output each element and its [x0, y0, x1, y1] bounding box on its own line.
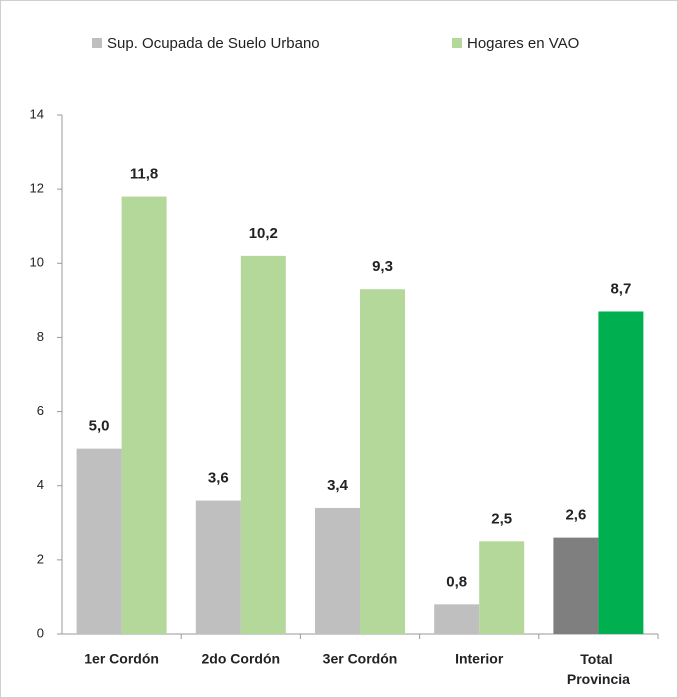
data-label: 3,6 [208, 470, 229, 487]
bar [315, 507, 360, 634]
x-tick-label: 2do Cordón [202, 651, 281, 667]
bar [195, 500, 241, 634]
y-tick-label: 12 [30, 181, 44, 196]
legend-label: Sup. Ocupada de Suelo Urbano [107, 35, 320, 52]
data-label: 11,8 [130, 166, 158, 183]
bar [240, 255, 286, 634]
x-tick-label: 1er Cordón [84, 651, 159, 667]
x-tick-label-line: Provincia [567, 671, 630, 687]
data-label: 3,4 [327, 477, 349, 494]
y-tick-label: 14 [30, 106, 44, 121]
legend-swatch [452, 38, 462, 48]
y-tick-label: 0 [37, 625, 44, 640]
x-tick-label: 3er Cordón [323, 651, 398, 667]
y-tick-label: 10 [30, 255, 44, 270]
data-label: 2,6 [565, 507, 586, 524]
bar [360, 289, 405, 634]
data-label: 5,0 [89, 418, 110, 435]
bar [553, 537, 599, 634]
data-label: 0,8 [446, 573, 467, 590]
bar [121, 196, 167, 635]
data-label: 2,5 [491, 510, 512, 527]
bar [76, 448, 122, 634]
bar [598, 311, 644, 634]
data-label: 10,2 [249, 225, 278, 242]
y-tick-label: 2 [37, 551, 44, 566]
y-tick-label: 8 [37, 329, 44, 344]
legend-label: Hogares en VAO [467, 35, 579, 52]
data-label: 8,7 [610, 280, 631, 297]
x-tick-label: Interior [455, 651, 504, 667]
y-tick-label: 6 [37, 403, 44, 418]
y-tick-label: 4 [37, 477, 44, 492]
bar [479, 541, 525, 634]
x-tick-label-line: Total [580, 651, 616, 667]
legend-swatch [92, 38, 102, 48]
data-label: 9,3 [372, 258, 393, 275]
x-tick-label: Total Provincia [567, 651, 630, 687]
bar [434, 604, 480, 634]
